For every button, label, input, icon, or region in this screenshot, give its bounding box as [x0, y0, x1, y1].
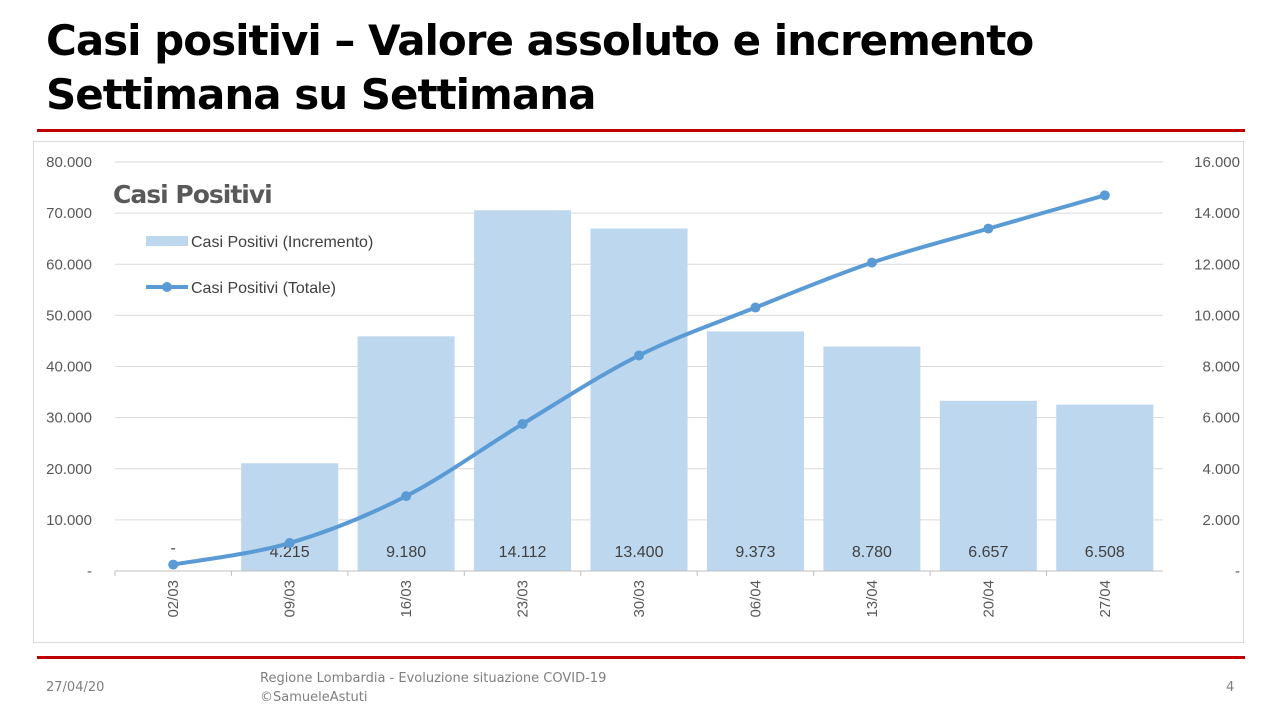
x-axis-label: 09/03	[282, 580, 299, 618]
bar-data-label: 6.657	[968, 544, 1008, 561]
right-axis-tick: -	[1235, 563, 1240, 580]
legend-label-total: Casi Positivi (Totale)	[191, 280, 336, 297]
total-point	[168, 559, 179, 570]
total-point	[517, 418, 528, 429]
footer-date: 27/04/20	[46, 680, 105, 695]
bar	[590, 228, 688, 571]
x-axis-label: 16/03	[398, 580, 415, 618]
x-axis-label: 02/03	[165, 580, 182, 618]
bar-data-label: 8.780	[852, 544, 892, 561]
right-axis-tick: 2.000	[1202, 512, 1240, 529]
total-point	[634, 350, 644, 361]
bar-data-label: 4.215	[270, 544, 310, 561]
footer-line-1: Regione Lombardia - Evoluzione situazion…	[260, 671, 607, 686]
right-axis-tick: 6.000	[1202, 410, 1240, 427]
bar-data-label: -	[171, 540, 176, 557]
bottom-divider	[37, 656, 1245, 659]
x-axis-label: 30/03	[631, 580, 648, 618]
title-line-1: Casi positivi – Valore assoluto e increm…	[46, 16, 1034, 65]
bar-data-label: 14.112	[499, 544, 547, 561]
left-axis-tick: 20.000	[46, 461, 92, 478]
total-point	[983, 223, 994, 234]
page-number: 4	[1226, 680, 1235, 695]
left-axis-tick: 80.000	[46, 154, 92, 171]
slide-title: Casi positivi – Valore assoluto e increm…	[46, 14, 1034, 122]
chart-title: Casi Positivi	[113, 180, 272, 209]
total-point	[866, 257, 877, 268]
legend-line-marker	[162, 282, 172, 292]
x-axis-label: 13/04	[864, 580, 881, 618]
left-axis-tick: -	[87, 563, 92, 580]
right-axis-tick: 12.000	[1194, 256, 1240, 273]
bar-data-label: 9.373	[735, 544, 775, 561]
bar-data-label: 9.180	[386, 544, 426, 561]
footer-line-2: ©SamueleAstuti	[260, 690, 368, 705]
bar	[474, 210, 572, 571]
left-axis-tick: 50.000	[46, 307, 92, 324]
bar	[823, 346, 921, 571]
top-divider	[37, 129, 1245, 132]
bar	[939, 400, 1037, 571]
bar-data-label: 6.508	[1085, 544, 1125, 561]
legend-bar-swatch	[146, 236, 188, 246]
bar	[706, 331, 804, 571]
left-axis-tick: 70.000	[46, 205, 92, 222]
legend-label-increment: Casi Positivi (Incremento)	[191, 234, 373, 251]
total-point	[284, 538, 295, 549]
x-axis-label: 06/04	[747, 580, 764, 618]
total-point	[750, 302, 761, 313]
footer-credits: Regione Lombardia - Evoluzione situazion…	[260, 669, 606, 707]
bar-data-label: 13.400	[615, 544, 664, 561]
left-axis-tick: 10.000	[46, 512, 92, 529]
bar	[241, 463, 339, 571]
bar	[357, 336, 455, 571]
total-point	[1099, 190, 1110, 201]
right-axis-tick: 8.000	[1202, 359, 1240, 376]
right-axis-tick: 14.000	[1194, 205, 1240, 222]
right-axis-tick: 16.000	[1194, 154, 1240, 171]
left-axis-tick: 40.000	[46, 359, 92, 376]
right-axis-tick: 10.000	[1194, 307, 1240, 324]
chart-frame	[33, 141, 1244, 643]
x-axis-label: 23/03	[515, 580, 532, 618]
right-axis-tick: 4.000	[1202, 461, 1240, 478]
title-line-2: Settimana su Settimana	[46, 70, 596, 119]
left-axis-tick: 30.000	[46, 410, 92, 427]
left-axis-tick: 60.000	[46, 256, 92, 273]
x-axis-label: 20/04	[980, 580, 997, 618]
total-point	[401, 491, 412, 502]
x-axis-label: 27/04	[1097, 580, 1114, 618]
bar	[1056, 404, 1154, 571]
